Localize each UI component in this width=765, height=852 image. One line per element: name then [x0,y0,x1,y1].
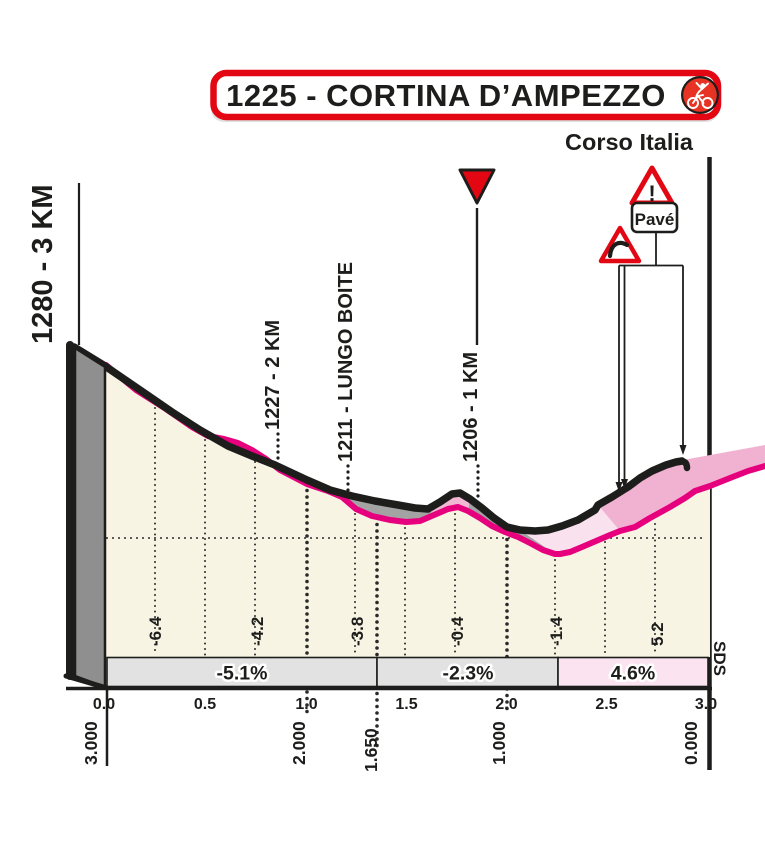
descent-shading-2 [468,499,555,554]
icon-cyclist [687,82,714,109]
bump-climb-shading [428,493,470,515]
km-to-go-marker: 1.650 [361,728,381,772]
designer-signature: SDS [710,641,729,676]
start-wall-base [63,673,110,691]
stage-title: 1225 - CORTINA D’AMPEZZO [226,78,666,113]
band-gradient-label: -2.3% [443,663,494,685]
band-gradient-label: -5.1% [217,663,268,685]
waypoint-label-2km: 1227 - 2 KM [262,320,284,430]
band-segment-climb [557,656,709,688]
gradient-value: -6.4 [146,616,165,646]
gradient-value: -3.8 [348,617,367,646]
start-wall-face [73,345,107,689]
band-gradient-label: 4.6% [611,663,655,685]
waypoint-label-1km: 1206 - 1 KM [460,352,482,462]
icon-cyclist-head [700,83,706,88]
km-to-go-marker: 1.000 [489,721,509,765]
pave-sign-label: Pavé [635,210,675,229]
road-line-pink [103,362,765,557]
waypoint-label-lungo-boite: 1211 - LUNGO BOITE [335,262,357,462]
x-tick: 1.0 [295,696,317,713]
km-to-go-marker: 2.000 [289,721,309,765]
pave-sign [630,201,679,234]
x-tick: 3.0 [695,696,717,713]
curve-arrow-glyph [607,240,630,259]
x-tick: 0.0 [93,696,115,713]
gradient-value: -4.2 [248,617,267,646]
final-climb-pale-shading [520,505,620,554]
arrowhead [615,482,623,492]
half-km-gradient-values: -6.4 -4.2 -3.8 -0.4 -1.4 5.2 [146,616,667,646]
giro-cyclist-icon [681,76,719,114]
km-to-go-markers: 3.000 2.000 1.650 1.000 0.000 [81,721,701,772]
x-axis: 0.0 0.5 1.0 1.5 2.0 2.5 3.0 [66,686,717,766]
band-segment-descent-1 [106,656,378,688]
hazard-signs: ! Pavé [598,165,687,492]
terrain-edge-line [70,343,686,535]
danger-exclamation: ! [648,181,655,206]
x-tick: 0.5 [194,696,216,713]
flamme-rouge-triangle-icon [458,168,496,205]
waypoint-labels: 1227 - 2 KM 1211 - LUNGO BOITE 1206 - 1 … [262,262,482,504]
x-tick: 1.5 [395,696,417,713]
start-wall [63,341,110,691]
terrain-fill [105,366,710,657]
band-segment-descent-2 [376,656,559,688]
x-tick: 2.0 [495,696,517,713]
gradient-value: -1.4 [547,616,566,646]
finish-street-label: Corso Italia [565,129,694,155]
hazard-pointer-arrows [615,232,687,492]
arrowhead [679,445,687,455]
gradient-value: 5.2 [648,622,667,646]
fine-vertical-gridlines [154,407,656,656]
x-tick: 2.5 [595,696,617,713]
flamme-rouge-marker [458,168,496,345]
km-to-go-marker: 0.000 [681,721,701,765]
avg-gradient-band: -5.1% -2.3% 4.6% [106,656,709,688]
stage-banner: 1225 - CORTINA D’AMPEZZO [210,69,722,122]
km-to-go-marker: 3.000 [81,721,101,765]
start-elevation-label: 1280 - 3 KM [27,184,59,344]
arrowhead [621,479,628,489]
final-climb-steep-shading [598,445,765,531]
gradient-value: -0.4 [448,616,467,646]
summit-nub [678,457,691,472]
